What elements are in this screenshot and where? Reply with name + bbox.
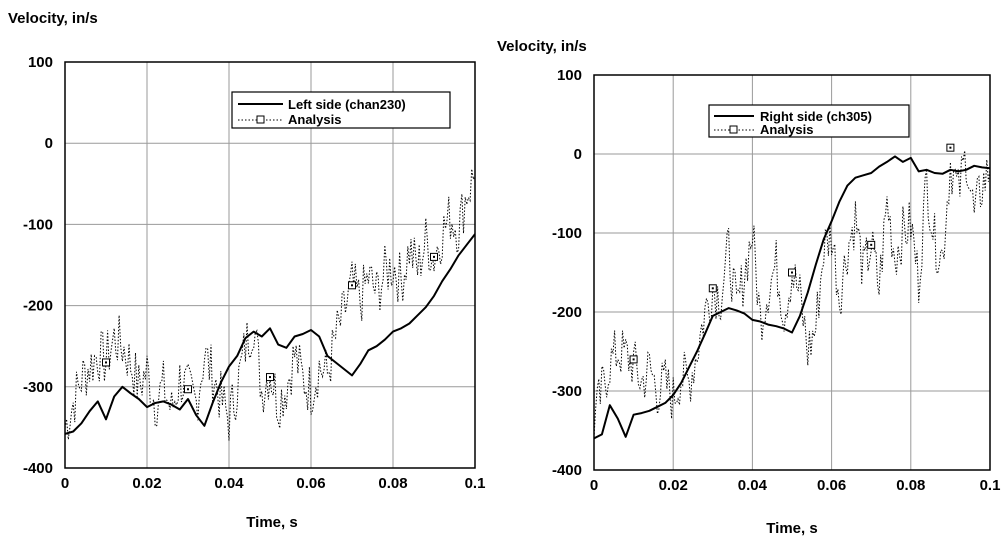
right-x-tick-label: 0.1 xyxy=(980,477,1001,494)
right-x-tick-label: 0.06 xyxy=(817,477,846,494)
left-plot-frame xyxy=(64,61,476,469)
left-x-tick-label: 0.1 xyxy=(465,475,486,492)
right-legend-box xyxy=(708,104,910,138)
left-x-tick-label: 0.02 xyxy=(132,475,161,492)
left-x-tick-label: 0.08 xyxy=(378,475,407,492)
right-y-tick-label: -400 xyxy=(552,462,582,479)
left-x-tick-label: 0.06 xyxy=(296,475,325,492)
right-legend-label-measured: Right side (ch305) xyxy=(760,109,872,124)
right-x-tick-label: 0.02 xyxy=(659,477,688,494)
left-legend-label-analysis: Analysis xyxy=(288,112,341,127)
left-analysis-marker-dot xyxy=(433,255,435,258)
right-y-tick-label: -100 xyxy=(552,225,582,242)
right-legend-marker xyxy=(729,125,738,134)
left-y-tick-label: 0 xyxy=(45,135,53,152)
right-y-tick-label: 100 xyxy=(557,67,582,84)
right-measured-line xyxy=(594,155,990,440)
left-analysis-marker-dot xyxy=(187,388,189,391)
left-y-tick-label: -400 xyxy=(23,460,53,477)
left-x-axis-title: Time, s xyxy=(246,514,297,531)
left-x-tick-label: 0.04 xyxy=(214,475,244,492)
left-y-tick-label: -300 xyxy=(23,379,53,396)
right-analysis-marker-dot xyxy=(949,146,952,149)
right-legend: Right side (ch305) Analysis xyxy=(708,104,910,138)
right-analysis-marker-dot xyxy=(870,243,873,246)
right-analysis-marker-dot xyxy=(791,271,793,274)
right-x-axis-title: Time, s xyxy=(766,520,817,537)
right-x-tick-label: 0.08 xyxy=(896,477,925,494)
left-y-tick-label: 100 xyxy=(28,54,53,71)
left-analysis-marker-dot xyxy=(351,284,353,287)
right-y-tick-label: -200 xyxy=(552,304,582,321)
left-y-tick-label: -200 xyxy=(23,298,53,315)
right-legend-label-analysis: Analysis xyxy=(760,122,813,137)
left-x-tick-label: 0 xyxy=(61,475,69,492)
right-analysis-line xyxy=(594,150,990,438)
right-y-tick-label: -300 xyxy=(552,383,582,400)
right-velocity-chart: Velocity, in/s Time, s 0 0.02 0.04 0.06 0.08… xyxy=(497,38,1000,537)
left-velocity-chart: Velocity, in/s Time, s 0 0.02 0.04 0.06 0.08… xyxy=(8,10,485,531)
right-y-tick-label: 0 xyxy=(574,146,582,163)
left-analysis-marker-dot xyxy=(269,376,271,379)
right-analysis-marker-dot xyxy=(632,358,635,361)
left-y-axis-title: Velocity, in/s xyxy=(8,10,98,27)
right-x-tick-label: 0 xyxy=(590,477,598,494)
left-legend-label-measured: Left side (chan230) xyxy=(288,97,406,112)
left-measured-line xyxy=(65,233,475,435)
left-y-tick-label: -100 xyxy=(23,216,53,233)
left-legend-marker xyxy=(256,115,265,124)
left-legend: Left side (chan230) Analysis xyxy=(231,91,451,129)
left-analysis-line xyxy=(65,168,475,441)
right-analysis-marker-dot xyxy=(711,287,714,290)
right-plot-frame xyxy=(593,74,991,471)
right-y-axis-title: Velocity, in/s xyxy=(497,38,587,55)
left-legend-box xyxy=(231,91,451,129)
right-x-tick-label: 0.04 xyxy=(738,477,768,494)
left-analysis-marker-dot xyxy=(105,361,107,364)
